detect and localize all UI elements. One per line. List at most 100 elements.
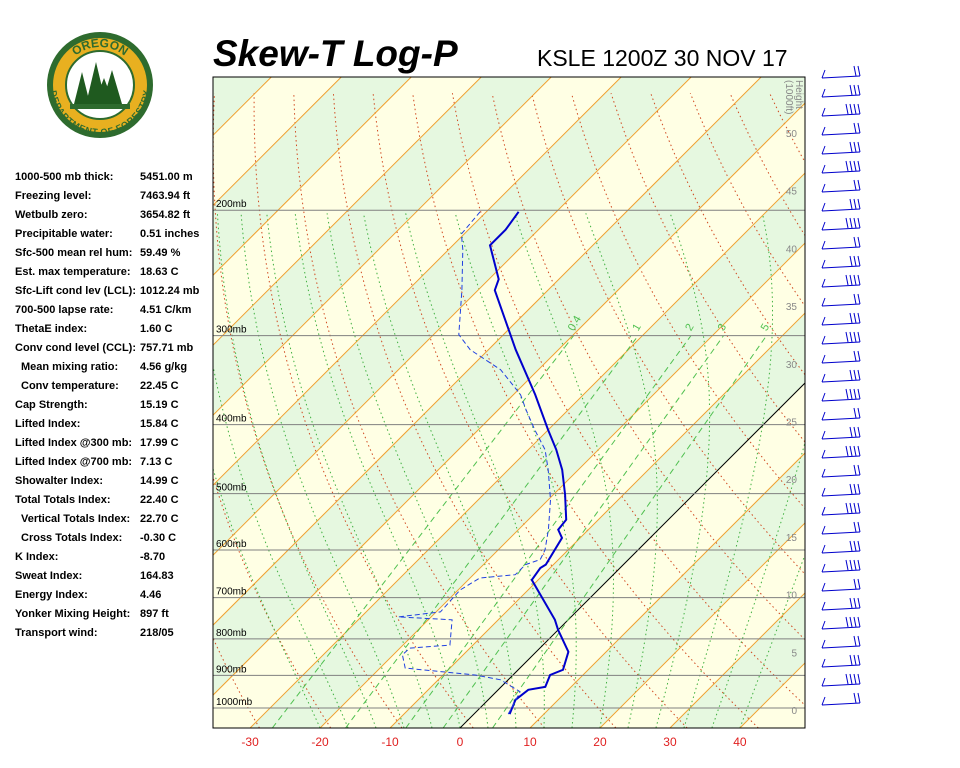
temperature-band: [213, 77, 805, 696]
barb-flag: [849, 331, 853, 343]
barb-flag: [857, 464, 861, 476]
stat-value: 897 ft: [140, 608, 169, 620]
barb-flag: [849, 84, 853, 96]
dry-adiabat: [293, 93, 545, 728]
height-label: 20: [786, 475, 798, 486]
barb-flag: [853, 521, 857, 533]
barb-flag: [857, 483, 861, 495]
barb-tick: [821, 240, 826, 250]
barb-flag: [857, 654, 861, 666]
barb-flag: [845, 217, 849, 229]
barb-flag: [853, 122, 857, 134]
barb-flag: [845, 559, 849, 571]
barb-staff: [821, 360, 861, 364]
barb-staff: [821, 607, 861, 611]
dry-adiabat: [809, 93, 960, 728]
barb-flag: [857, 597, 861, 609]
barb-flag: [853, 426, 857, 438]
barb-tick: [821, 69, 826, 79]
barb-flag: [857, 331, 861, 343]
barb-flag: [857, 388, 861, 400]
barb-flag: [849, 217, 853, 229]
barb-flag: [849, 274, 853, 286]
barb-staff: [821, 341, 861, 345]
barb-flag: [853, 141, 857, 153]
barb-flag: [853, 312, 857, 324]
moist-adiabat: [294, 213, 461, 728]
barb-flag: [853, 217, 857, 229]
moist-adiabat: [266, 213, 433, 728]
stat-value: 7463.94 ft: [140, 190, 190, 202]
barb-flag: [845, 103, 849, 115]
isotherm: [213, 77, 692, 556]
barb-flag: [853, 654, 857, 666]
dry-adiabat: [213, 636, 260, 728]
stat-label: Cross Totals Index:: [21, 532, 122, 544]
barb-tick: [821, 278, 826, 288]
barb-tick: [821, 563, 826, 573]
stat-value: 22.70 C: [140, 513, 179, 525]
height-label: 50: [786, 129, 798, 140]
barb-flag: [853, 236, 857, 248]
height-axis-label: Height: [793, 80, 804, 109]
stat-value: -8.70: [140, 551, 165, 563]
dry-adiabat: [849, 93, 960, 728]
barb-flag: [845, 445, 849, 457]
barb-flag: [857, 122, 861, 134]
barb-flag: [849, 616, 853, 628]
barb-flag: [845, 160, 849, 172]
barb-flag: [857, 217, 861, 229]
stat-value: 4.51 C/km: [140, 304, 192, 316]
plot-frame: [212, 76, 806, 729]
barb-flag: [845, 616, 849, 628]
dry-adiabat: [332, 93, 617, 728]
isotherm: [213, 77, 342, 206]
barb-tick: [821, 582, 826, 592]
barb-staff: [821, 227, 861, 231]
barb-staff: [821, 94, 861, 98]
stat-label: Showalter Index:: [15, 475, 103, 487]
barb-flag: [853, 388, 857, 400]
barb-staff: [821, 455, 861, 459]
barb-flag: [849, 141, 853, 153]
pressure-label: 900mb: [216, 664, 247, 675]
stat-value: 17.99 C: [140, 437, 179, 449]
barb-tick: [821, 202, 826, 212]
barb-staff: [821, 322, 861, 326]
moist-adiabat: [240, 213, 405, 728]
barb-flag: [857, 103, 861, 115]
barb-flag: [849, 369, 853, 381]
stat-value: 164.83: [140, 570, 174, 582]
moist-adiabat: [213, 363, 349, 728]
barb-tick: [821, 639, 826, 649]
barb-tick: [821, 259, 826, 269]
stat-label: Mean mixing ratio:: [21, 361, 118, 373]
mixing-ratio-label: 2: [683, 322, 696, 333]
stat-value: 15.84 C: [140, 418, 179, 430]
isotherm: [213, 77, 482, 346]
temperature-band: [213, 103, 805, 728]
stat-label: Sfc-Lift cond lev (LCL):: [15, 285, 136, 297]
mixing-ratio-label: 1: [630, 322, 643, 333]
pressure-label: 700mb: [216, 587, 247, 598]
barb-staff: [821, 683, 861, 687]
mixing-ratio-line: [405, 335, 692, 728]
barb-tick: [821, 544, 826, 554]
barb-tick: [821, 221, 826, 231]
barb-tick: [821, 449, 826, 459]
barb-flag: [849, 654, 853, 666]
barb-flag: [857, 692, 861, 704]
stat-value: 757.71 mb: [140, 342, 193, 354]
logo-trees: [74, 62, 122, 104]
wind-barbs: [821, 65, 861, 706]
temperature-band: [810, 77, 960, 728]
barb-staff: [821, 113, 861, 117]
stat-value: 7.13 C: [140, 456, 172, 468]
barb-flag: [857, 540, 861, 552]
barb-flag: [853, 198, 857, 210]
stat-label: Wetbulb zero:: [15, 209, 88, 221]
barb-flag: [857, 578, 861, 590]
barb-staff: [821, 493, 861, 497]
x-tick-label: -30: [241, 735, 259, 749]
barb-flag: [849, 103, 853, 115]
